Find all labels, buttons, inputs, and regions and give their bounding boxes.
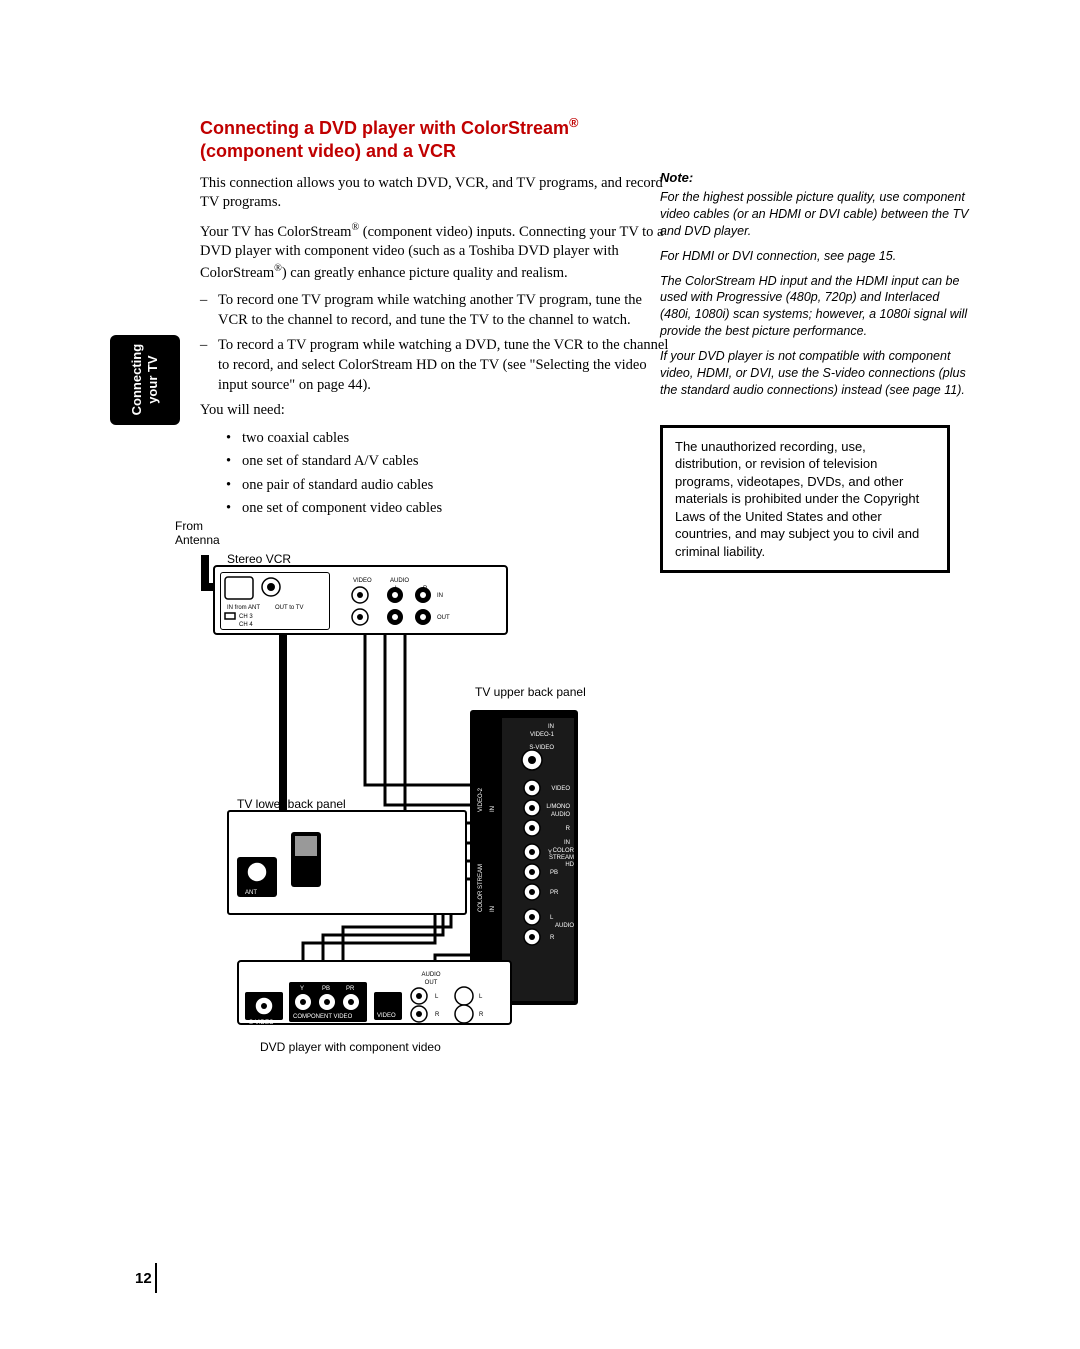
svg-text:AUDIO: AUDIO [390, 578, 409, 584]
svg-text:VIDEO: VIDEO [353, 578, 372, 584]
svg-text:COLOR: COLOR [553, 848, 575, 854]
svg-text:S-VIDEO: S-VIDEO [249, 1020, 274, 1026]
note-p3: The ColorStream HD input and the HDMI in… [660, 273, 970, 341]
svg-text:AUDIO: AUDIO [555, 923, 574, 929]
section-heading: Connecting a DVD player with ColorStream… [200, 115, 670, 164]
dvd-box: S-VIDEO Y PB PR COMPONENT VIDEO VIDEO AU… [237, 960, 512, 1025]
dash-item-2: –To record a TV program while watching a… [200, 336, 670, 395]
svg-text:IN: IN [564, 840, 570, 846]
svg-text:OUT: OUT [437, 615, 450, 621]
main-column: This connection allows you to watch DVD,… [200, 174, 670, 519]
svg-text:IN: IN [437, 593, 443, 599]
svg-text:R: R [550, 935, 555, 941]
side-note-column: Note: For the highest possible picture q… [660, 170, 970, 573]
svg-text:VIDEO-2: VIDEO-2 [478, 787, 484, 812]
note-p4: If your DVD player is not compatible wit… [660, 348, 970, 399]
svg-text:IN from ANT: IN from ANT [227, 605, 260, 611]
svg-text:IN: IN [490, 806, 496, 812]
copyright-warning: The unauthorized recording, use, distrib… [660, 425, 950, 574]
note-p1: For the highest possible picture quality… [660, 189, 970, 240]
page-number: 12 [135, 1270, 152, 1287]
svg-text:R: R [479, 1012, 484, 1018]
you-will-need: You will need: [200, 401, 670, 421]
svg-text:PB: PB [550, 870, 558, 876]
svg-text:CH 3: CH 3 [239, 614, 253, 620]
need-3: one pair of standard audio cables [242, 476, 433, 496]
svg-text:OUT: OUT [425, 980, 438, 986]
svg-text:AUDIO: AUDIO [421, 972, 440, 978]
svg-text:(75 Ω): (75 Ω) [243, 898, 260, 904]
svg-text:COMPONENT VIDEO: COMPONENT VIDEO [293, 1014, 353, 1020]
tv-lower-panel: ANT (75 Ω) [227, 810, 467, 915]
svg-text:L/MONO: L/MONO [546, 804, 570, 810]
svg-text:IN: IN [548, 724, 554, 730]
svg-text:HD: HD [565, 862, 574, 868]
svg-text:VIDEO: VIDEO [551, 786, 570, 792]
vcr-box: IN from ANT OUT to TV CH 3 CH 4 VIDEO AU… [213, 565, 508, 635]
svg-text:AUDIO: AUDIO [551, 812, 570, 818]
need-2: one set of standard A/V cables [242, 452, 419, 472]
intro-para-2: Your TV has ColorStream® (component vide… [200, 221, 670, 283]
svg-text:PR: PR [346, 986, 355, 992]
note-p2: For HDMI or DVI connection, see page 15. [660, 248, 970, 265]
svg-text:Y: Y [300, 986, 304, 992]
note-heading: Note: [660, 170, 970, 185]
svg-text:L: L [479, 994, 483, 1000]
svg-text:CH 4: CH 4 [239, 622, 253, 628]
svg-text:R: R [566, 826, 571, 832]
svg-text:ANT: ANT [245, 890, 257, 896]
svg-text:R: R [435, 1012, 440, 1018]
svg-text:PR: PR [550, 890, 559, 896]
need-1: two coaxial cables [242, 429, 349, 449]
svg-text:OUT to TV: OUT to TV [275, 605, 303, 611]
svg-text:PB: PB [322, 986, 330, 992]
connection-diagram: From Antenna Stereo VCR TV upper back pa… [175, 525, 600, 1065]
svg-text:IN: IN [490, 906, 496, 912]
svg-text:COLOR STREAM: COLOR STREAM [478, 864, 484, 912]
svg-text:STREAM: STREAM [549, 855, 574, 861]
intro-para-1: This connection allows you to watch DVD,… [200, 174, 670, 213]
page-number-rule [155, 1263, 157, 1293]
svg-text:L: L [435, 994, 439, 1000]
svg-text:VIDEO-1: VIDEO-1 [530, 732, 555, 738]
svg-text:VIDEO: VIDEO [377, 1013, 396, 1019]
need-4: one set of component video cables [242, 499, 442, 519]
dash-item-1: –To record one TV program while watching… [200, 291, 670, 330]
